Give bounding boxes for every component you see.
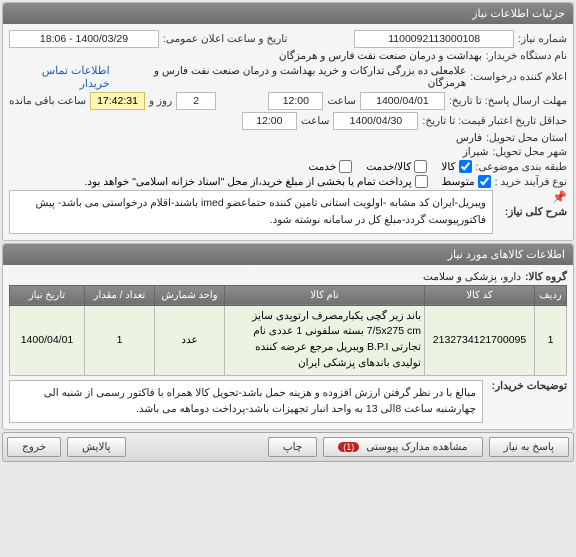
group-label: گروه کالا: — [525, 271, 567, 283]
cat-service-checkbox[interactable]: کالا/خدمت — [366, 160, 427, 173]
purchase-small-input[interactable] — [478, 175, 491, 188]
cat-service-input[interactable] — [414, 160, 427, 173]
contact-link[interactable]: اطلاعات تماس خریدار — [9, 64, 110, 90]
valid-date: 1400/04/30 — [333, 112, 418, 130]
buyer-note-label: توضیحات خریدار: — [487, 380, 567, 392]
buyer-label: نام دستگاه خریدار: — [486, 50, 567, 62]
pin-icon: 📌 — [499, 190, 567, 204]
items-panel: اطلاعات کالاهای مورد نیاز گروه کالا: دار… — [2, 243, 574, 431]
col-name: نام کالا — [225, 285, 425, 305]
cat-serviceonly-label: خدمت — [308, 161, 336, 173]
attach-button-label: مشاهده مدارک پیوستی — [366, 441, 467, 453]
need-details-panel: جزئیات اطلاعات نیاز شماره نیاز: 11000921… — [2, 2, 574, 241]
valid-label: حداقل تاریخ اعتبار قیمت: تا تاریخ: — [422, 115, 567, 127]
days-remaining-label: روز و — [149, 95, 172, 107]
requester-value: علامعلی ده بزرگی تدارکات و خرید بهداشت و… — [114, 65, 467, 89]
purchase-label: نوع فرآیند خرید : — [495, 176, 567, 188]
cat-serviceonly-input[interactable] — [339, 160, 352, 173]
need-details-header: جزئیات اطلاعات نیاز — [3, 3, 573, 24]
reply-button[interactable]: پاسخ به نیاز — [489, 437, 569, 457]
need-no-label: شماره نیاز: — [518, 33, 567, 45]
countdown-label: ساعت باقی مانده — [9, 95, 86, 107]
buyer-value: بهداشت و درمان صنعت نفت فارس و هرمزگان — [279, 50, 482, 62]
cat-goods-input[interactable] — [459, 160, 472, 173]
deadline-time-label: ساعت — [327, 95, 356, 107]
cell-name: باند زیر گچی یکبارمصرف ارتوپدی سایز 7/5x… — [225, 305, 425, 375]
delivery-state: فارس — [362, 132, 482, 144]
days-remaining: 2 — [176, 92, 216, 110]
cancel-button[interactable]: پالایش — [67, 437, 125, 457]
requester-label: اعلام کننده درخواست: — [470, 71, 567, 83]
col-unit: واحد شمارش — [155, 285, 225, 305]
exit-button[interactable]: خروج — [7, 437, 61, 457]
print-button[interactable]: چاپ — [268, 437, 318, 457]
valid-time-label: ساعت — [301, 115, 330, 127]
need-no-value: 1100092113000108 — [354, 30, 514, 48]
countdown: 17:42:31 — [90, 92, 145, 110]
delivery-city-label: شهر محل تحویل: — [492, 146, 567, 158]
delivery-state-label: استان محل تحویل: — [486, 132, 567, 144]
attach-button[interactable]: مشاهده مدارک پیوستی (1) — [323, 437, 482, 457]
cell-code: 2132734121700095 — [425, 305, 535, 375]
cat-service-label: کالا/خدمت — [366, 161, 411, 173]
desc-label: شرح کلی نیاز: — [497, 206, 567, 218]
valid-time: 12:00 — [242, 112, 297, 130]
announce-label: تاریخ و ساعت اعلان عمومی: — [163, 33, 287, 45]
group-value: دارو، پزشکی و سلامت — [423, 271, 521, 283]
cell-unit: عدد — [155, 305, 225, 375]
table-row[interactable]: 1 2132734121700095 باند زیر گچی یکبارمصر… — [10, 305, 567, 375]
cell-qty: 1 — [85, 305, 155, 375]
cell-row: 1 — [535, 305, 567, 375]
col-row: ردیف — [535, 285, 567, 305]
cat-goods-label: کالا — [441, 161, 455, 173]
cat-goods-checkbox[interactable]: کالا — [441, 160, 471, 173]
purchase-note-checkbox[interactable]: پرداخت تمام یا بخشی از مبلغ خرید،از محل … — [84, 175, 427, 188]
col-code: کد کالا — [425, 285, 535, 305]
attach-count-badge: (1) — [338, 442, 359, 452]
footer-bar: پاسخ به نیاز مشاهده مدارک پیوستی (1) چاپ… — [2, 432, 574, 462]
announce-value: 1400/03/29 - 18:06 — [9, 30, 159, 48]
cell-date: 1400/04/01 — [10, 305, 85, 375]
purchase-note-input[interactable] — [415, 175, 428, 188]
deadline-time: 12:00 — [268, 92, 323, 110]
purchase-note-label: پرداخت تمام یا بخشی از مبلغ خرید،از محل … — [84, 176, 411, 188]
items-header: اطلاعات کالاهای مورد نیاز — [3, 244, 573, 265]
items-table: ردیف کد کالا نام کالا واحد شمارش تعداد /… — [9, 285, 567, 376]
delivery-city: شیراز — [463, 146, 489, 158]
purchase-small-label: متوسط — [442, 176, 475, 188]
col-qty: تعداد / مقدار — [85, 285, 155, 305]
deadline-date: 1400/04/01 — [360, 92, 445, 110]
buyer-note: مبالغ با در نظر گرفتن ارزش افزوده و هزین… — [9, 380, 483, 424]
col-date: تاریخ نیاز — [10, 285, 85, 305]
category-label: طبقه بندی موضوعی: — [476, 161, 567, 173]
deadline-label: مهلت ارسال پاسخ: تا تاریخ: — [449, 95, 567, 107]
cat-serviceonly-checkbox[interactable]: خدمت — [308, 160, 352, 173]
desc-text: ویبریل-ایران کد مشابه -اولویت استانی تام… — [9, 190, 493, 234]
purchase-small-checkbox[interactable]: متوسط — [442, 175, 491, 188]
